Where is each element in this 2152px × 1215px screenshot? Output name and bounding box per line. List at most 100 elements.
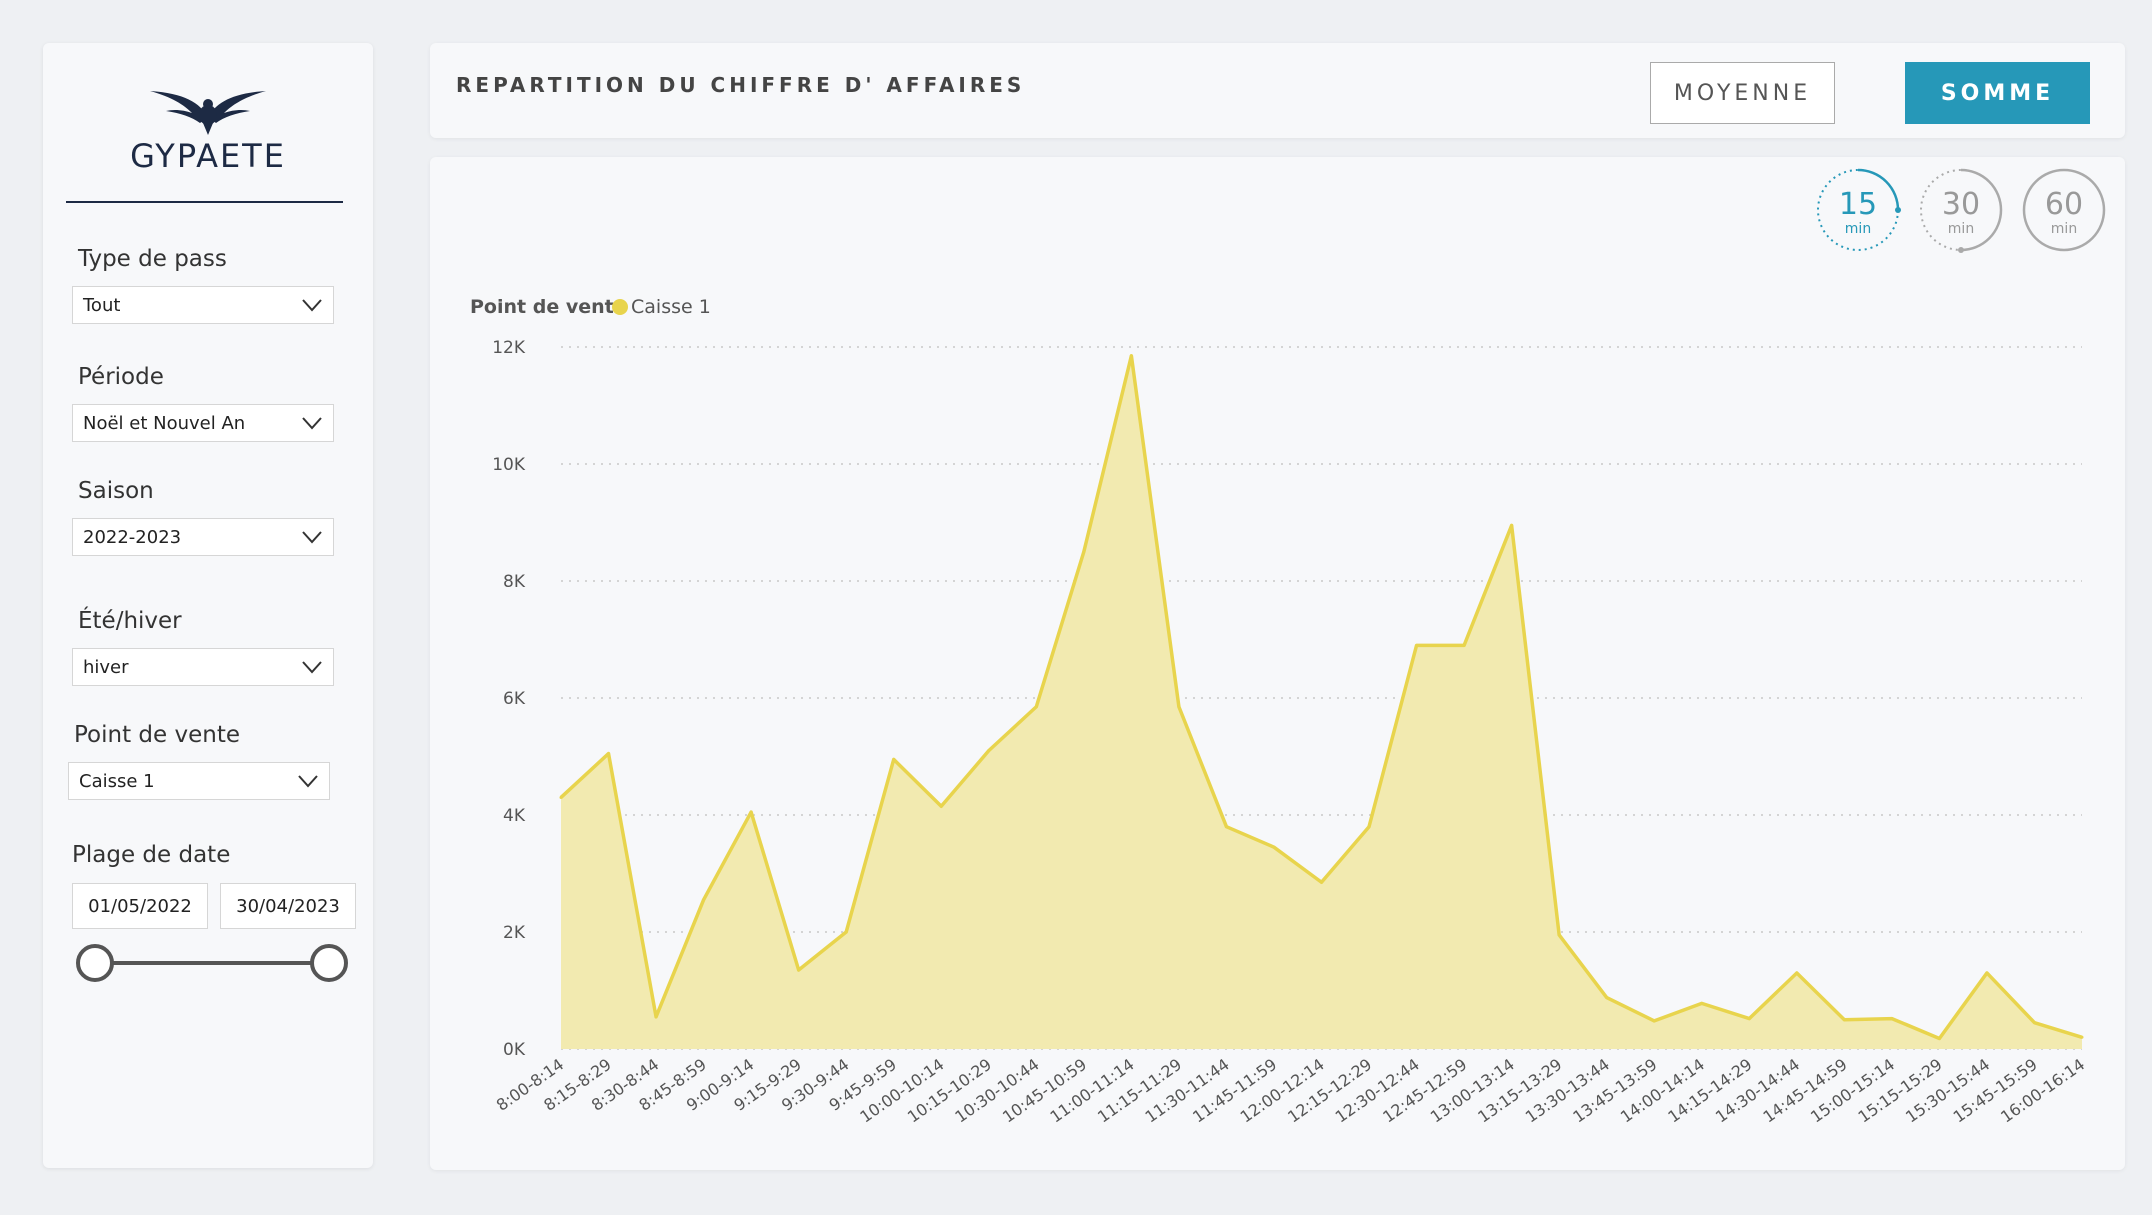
data-point [1890,1017,1894,1021]
data-point [2032,1021,2036,1025]
data-point [1652,1019,1656,1023]
x-tick-label: 13:45-13:59 [1569,1055,1660,1127]
plage-date-label: Plage de date [72,842,231,868]
legend-title: Point de vente [470,296,627,318]
data-point [1224,825,1228,829]
y-tick-label: 6K [503,689,526,709]
x-tick-label: 8:15-8:29 [540,1055,614,1115]
x-tick-label: 12:00-12:14 [1237,1055,1328,1127]
eagle-icon [150,91,266,135]
data-point [1462,643,1466,647]
ete-hiver-dropdown[interactable]: hiver [72,648,334,686]
series-line [559,354,2083,1041]
saison-dropdown[interactable]: 2022-2023 [72,518,334,556]
ete-hiver-value: hiver [83,656,129,678]
x-tick-label: 14:30-14:44 [1712,1055,1803,1127]
moyenne-button[interactable]: MOYENNE [1650,62,1835,124]
data-point [2080,1035,2084,1039]
data-point [607,752,611,756]
revenue-area-chart: Point de vente Caisse 1 0K 2K 4K 6K 8K 10K 12K… [470,296,2088,1127]
x-tick-label: 12:15-12:29 [1284,1055,1375,1127]
chevron-down-icon [302,299,322,312]
type-pass-value: Tout [83,294,121,316]
chevron-down-icon [302,531,322,544]
timer-30-unit: min [1948,221,1974,237]
point-vente-label: Point de vente [74,722,240,748]
x-tick-label: 15:15-15:29 [1855,1055,1946,1127]
y-tick-label: 4K [503,806,526,826]
periode-value: Noël et Nouvel An [83,412,246,434]
data-point [1367,825,1371,829]
x-tick-label: 11:00-11:14 [1046,1055,1137,1127]
data-point [1985,971,1989,975]
x-tick-label: 9:45-9:59 [826,1055,900,1115]
x-tick-label: 13:30-13:44 [1522,1055,1613,1127]
x-tick-label: 8:30-8:44 [588,1055,662,1115]
data-point [797,968,801,972]
x-tick-label: 11:15-11:29 [1094,1055,1185,1127]
y-tick-label: 0K [503,1040,526,1060]
x-tick-label: 15:30-15:44 [1902,1055,1993,1127]
legend-series-marker [612,299,628,315]
legend-series-label: Caisse 1 [631,296,711,318]
data-point [749,810,753,814]
type-pass-dropdown[interactable]: Tout [72,286,334,324]
x-tick-label: 9:30-9:44 [778,1055,852,1115]
y-tick-label: 8K [503,572,526,592]
date-range-end-handle[interactable] [310,944,348,982]
x-tick-label: 9:15-9:29 [730,1055,804,1115]
data-point [1082,550,1086,554]
chevron-down-icon [302,417,322,430]
timer-60-button[interactable]: 60 min [2021,167,2107,253]
data-point [559,795,563,799]
data-point [1415,643,1419,647]
report-header: REPARTITION DU CHIFFRE D' AFFAIRES MOYEN… [430,43,2125,138]
date-end-input[interactable]: 30/04/2023 [220,883,356,929]
x-tick-label: 15:45-15:59 [1950,1055,2041,1127]
x-tick-label: 13:15-13:29 [1474,1055,1565,1127]
data-point [1605,996,1609,1000]
x-tick-label: 10:15-10:29 [904,1055,995,1127]
x-tick-label: 9:00-9:14 [683,1055,757,1115]
data-point [1557,933,1561,937]
data-point [987,749,991,753]
x-tick-label: 12:30-12:44 [1332,1055,1423,1127]
data-point [1795,971,1799,975]
timer-30-button[interactable]: 30 min [1918,167,2004,253]
saison-label: Saison [78,478,154,504]
x-tick-label: 10:30-10:44 [951,1055,1042,1127]
x-tick-label: 13:00-13:14 [1427,1055,1518,1127]
periode-dropdown[interactable]: Noël et Nouvel An [72,404,334,442]
timer-15-button[interactable]: 15 min [1815,167,1901,253]
date-start-input[interactable]: 01/05/2022 [72,883,208,929]
type-pass-label: Type de pass [78,246,227,272]
data-point [1937,1036,1941,1040]
x-tick-label: 14:00-14:14 [1617,1055,1708,1127]
point-vente-value: Caisse 1 [79,770,155,792]
somme-button[interactable]: SOMME [1905,62,2090,124]
data-point [1842,1018,1846,1022]
data-point [1272,845,1276,849]
page-title: REPARTITION DU CHIFFRE D' AFFAIRES [456,73,1026,97]
date-range-start-handle[interactable] [76,944,114,982]
brand-name: GYPAETE [130,137,286,175]
y-tick-label: 2K [503,923,526,943]
x-tick-label: 8:00-8:14 [493,1055,567,1115]
timer-15-unit: min [1845,221,1871,237]
point-vente-dropdown[interactable]: Caisse 1 [68,762,330,800]
data-point [654,1015,658,1019]
data-point [1129,354,1133,358]
chart-panel: 15 min 30 min 60 min Point de vente Cais… [430,157,2125,1170]
x-tick-label: 11:30-11:44 [1142,1055,1233,1127]
periode-label: Période [78,364,164,390]
series-area-fill [561,355,2082,1049]
x-tick-label: 10:00-10:14 [856,1055,947,1127]
data-point [844,930,848,934]
data-point [892,757,896,761]
x-tick-label: 16:00-16:14 [1997,1055,2088,1127]
chevron-down-icon [298,775,318,788]
x-tick-label: 14:45-14:59 [1759,1055,1850,1127]
date-range-slider-track[interactable] [98,961,334,965]
x-tick-label: 15:00-15:14 [1807,1055,1898,1127]
timer-60-label: 60 [2045,187,2083,222]
